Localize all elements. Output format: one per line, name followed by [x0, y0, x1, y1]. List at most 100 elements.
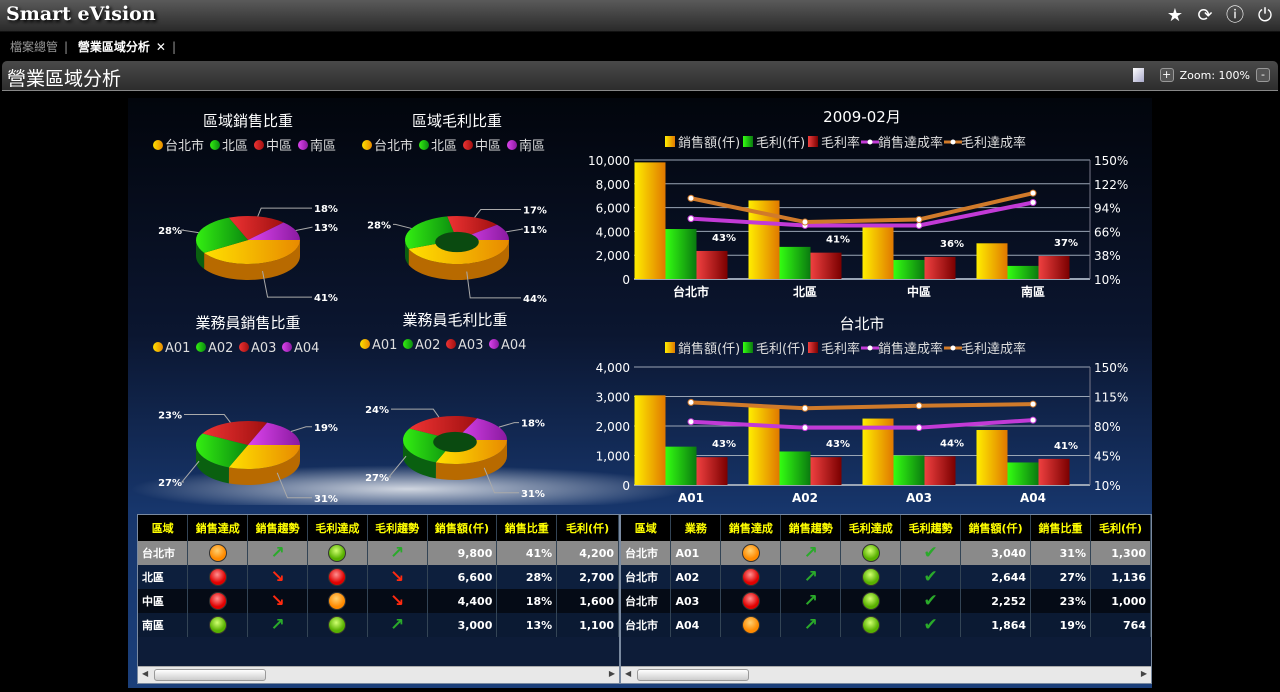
column-header[interactable]: 毛利趨勢: [367, 515, 428, 541]
pie-data-label: 28%: [367, 220, 391, 231]
horizontal-scrollbar[interactable]: ◀ ▶: [621, 666, 1151, 683]
horizontal-scrollbar[interactable]: ◀ ▶: [138, 666, 619, 683]
column-header[interactable]: 毛利(仟): [1090, 515, 1151, 541]
legend-label: 北區: [222, 139, 248, 154]
power-icon[interactable]: ⏻: [1257, 5, 1273, 26]
legend-marker: [463, 140, 473, 150]
star-icon[interactable]: ★: [1166, 5, 1184, 26]
legend-marker: [743, 342, 753, 353]
legend-label: 南區: [519, 138, 545, 154]
legend-marker: [507, 140, 517, 150]
column-header[interactable]: 毛利(仟): [556, 515, 619, 541]
pie-leader-line: [295, 226, 313, 231]
pie-data-label: 41%: [314, 293, 338, 304]
table-row[interactable]: 台北市 A03 ↗ ✔ 2,252 23% 1,000: [621, 589, 1151, 613]
legend-label: 中區: [266, 139, 292, 154]
legend-label: A03: [251, 341, 276, 356]
tab-file-explorer[interactable]: 檔案總管: [10, 40, 59, 54]
pie-slice: [196, 433, 248, 468]
red-status-light-icon: [741, 592, 760, 610]
legend-marker: [153, 140, 163, 150]
bar-data-label: 41%: [826, 235, 850, 246]
donut-hole: [433, 431, 477, 453]
table-row[interactable]: 台北市 A04 ↗ ✔ 1,864 19% 764: [621, 613, 1151, 637]
legend-marker: [360, 339, 370, 349]
line-point: [687, 398, 695, 406]
trend-up-icon: ↗: [803, 567, 818, 587]
scrollbar-thumb[interactable]: [637, 669, 749, 681]
column-header[interactable]: 毛利趨勢: [900, 515, 962, 541]
trend-cell: ↗: [367, 541, 428, 565]
line-point: [687, 215, 695, 223]
app-header: Smart eVision ★ ⟳ ⓘ ⏻: [0, 0, 1280, 32]
legend-marker: [419, 140, 429, 150]
y-tick-label: 6,000: [596, 202, 630, 216]
pie-slice: [248, 422, 300, 445]
pie-title: 業務員毛利比重: [402, 311, 507, 329]
zoom-in-button[interactable]: +: [1159, 68, 1174, 82]
status-light-cell: [187, 589, 249, 613]
table-cell: 4,200: [556, 541, 619, 565]
bar-profit: [1007, 265, 1039, 279]
table-row[interactable]: 南區 ↗ ↗ 3,000 13% 1,100: [138, 613, 619, 637]
bar-margin: [810, 252, 842, 279]
column-header[interactable]: 銷售比重: [496, 515, 558, 541]
bar-margin: [1038, 458, 1070, 485]
y2-tick-label: 38%: [1094, 249, 1121, 263]
scroll-left-icon[interactable]: ◀: [142, 669, 149, 678]
table-cell: 27%: [1030, 565, 1091, 589]
trend-check-icon: ✔: [923, 543, 938, 563]
refresh-icon[interactable]: ⟳: [1197, 5, 1213, 26]
column-header[interactable]: 銷售額(仟): [427, 515, 498, 541]
table-cell: 1,000: [1090, 589, 1151, 613]
y2-tick-label: 80%: [1094, 420, 1121, 434]
tab-region-analysis[interactable]: 營業區域分析: [77, 40, 150, 54]
y-tick-label: 0: [622, 479, 630, 493]
bar-sales: [634, 162, 666, 279]
scroll-left-icon[interactable]: ◀: [625, 669, 632, 678]
table-row[interactable]: 台北市 A02 ↗ ✔ 2,644 27% 1,136: [621, 565, 1151, 589]
legend-label: 台北市: [165, 138, 204, 154]
table-row[interactable]: 北區 ↘ ↘ 6,600 28% 2,700: [138, 565, 619, 589]
table-row[interactable]: 中區 ↘ ↘ 4,400 18% 1,600: [138, 589, 619, 613]
column-header[interactable]: 銷售趨勢: [247, 515, 308, 541]
table-cell: 3,000: [427, 613, 498, 637]
scrollbar-thumb[interactable]: [154, 669, 266, 681]
table-row[interactable]: 台北市 A01 ↗ ✔ 3,040 31% 1,300: [621, 541, 1151, 565]
bar-profit: [779, 451, 811, 485]
pie-slice-side: [408, 240, 509, 280]
column-header[interactable]: 區域: [138, 515, 189, 541]
zoom-out-button[interactable]: -: [1256, 68, 1270, 82]
trend-check-icon: ✔: [923, 615, 938, 635]
trend-check-icon: ✔: [923, 591, 938, 611]
close-tab-icon[interactable]: ✕: [155, 40, 166, 54]
scroll-right-icon[interactable]: ▶: [1140, 669, 1147, 678]
column-header[interactable]: 業務: [670, 515, 722, 541]
document-icon[interactable]: [1132, 68, 1144, 82]
help-icon[interactable]: ⓘ: [1226, 5, 1244, 26]
column-header[interactable]: 毛利達成: [840, 515, 902, 541]
scroll-right-icon[interactable]: ▶: [608, 669, 615, 678]
y2-tick-label: 122%: [1094, 178, 1128, 192]
column-header[interactable]: 銷售額(仟): [960, 515, 1032, 541]
green-status-light-icon: [328, 616, 347, 634]
bar-sales: [748, 407, 780, 485]
legend-label: A02: [415, 338, 440, 353]
column-header[interactable]: 銷售達成: [187, 515, 249, 541]
status-light-cell: [720, 589, 782, 613]
column-header[interactable]: 銷售達成: [720, 515, 782, 541]
bar-margin: [1038, 256, 1070, 279]
y2-tick-label: 150%: [1094, 154, 1128, 168]
legend-marker: [196, 342, 206, 352]
column-header[interactable]: 銷售趨勢: [780, 515, 842, 541]
column-header[interactable]: 毛利達成: [307, 515, 368, 541]
legend-marker: [446, 339, 456, 349]
column-header[interactable]: 區域: [621, 515, 672, 541]
table-cell: 2,700: [556, 565, 619, 589]
table-cell: 13%: [496, 613, 558, 637]
line-point: [1029, 400, 1037, 408]
trend-cell: ↘: [247, 589, 308, 613]
bar-margin: [924, 456, 956, 485]
column-header[interactable]: 銷售比重: [1030, 515, 1091, 541]
table-row[interactable]: 台北市 ↗ ↗ 9,800 41% 4,200: [138, 541, 619, 565]
